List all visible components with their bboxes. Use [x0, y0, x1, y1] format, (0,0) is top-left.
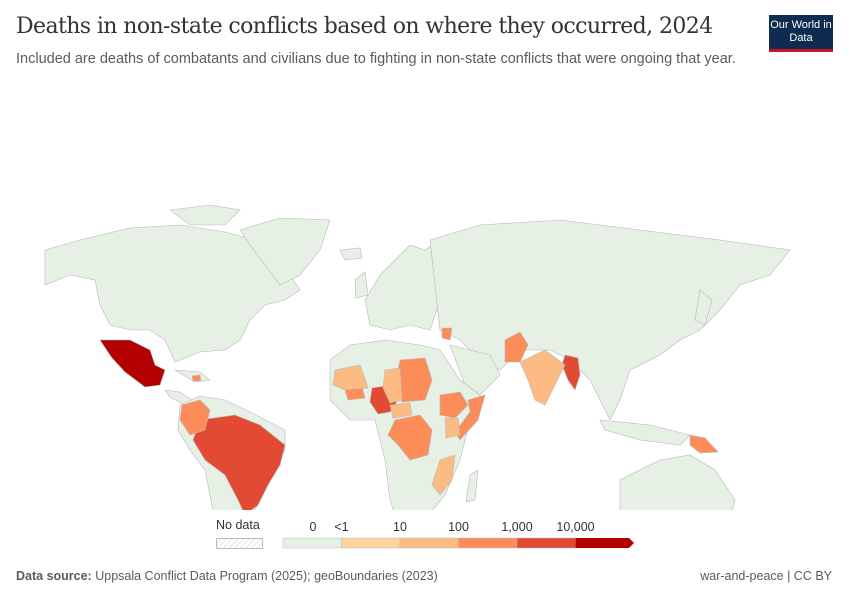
country-somalia[interactable] — [454, 394, 486, 441]
arctic-islands — [169, 204, 241, 226]
iceland — [339, 247, 363, 261]
north-america — [44, 224, 301, 363]
southeast-asia-islands — [599, 419, 691, 446]
legend-no-data: No data — [216, 518, 264, 550]
country-mali[interactable] — [332, 364, 369, 391]
madagascar — [465, 469, 479, 503]
legend-label-0: 0 — [310, 520, 317, 534]
license-text: war-and-peace | CC BY — [700, 569, 832, 583]
country-dr-congo[interactable] — [387, 414, 433, 461]
legend-label-1: <1 — [334, 520, 348, 534]
australia — [619, 454, 736, 510]
country-pakistan[interactable] — [504, 331, 529, 363]
legend-label-3: 100 — [448, 520, 469, 534]
legend-swatch-5 — [575, 538, 634, 548]
legend-swatch-3 — [458, 537, 518, 549]
japan — [694, 289, 713, 326]
country-mexico[interactable] — [99, 339, 166, 388]
page-title: Deaths in non-state conflicts based on w… — [16, 14, 713, 39]
country-chad[interactable] — [382, 367, 403, 404]
country-mozambique[interactable] — [431, 454, 456, 496]
country-brazil[interactable] — [192, 414, 286, 510]
legend-swatch-4 — [516, 537, 576, 549]
country-central-african-republic[interactable] — [389, 402, 413, 419]
world-map[interactable] — [0, 100, 850, 510]
greenland — [239, 217, 331, 286]
legend-no-data-label: No data — [216, 518, 260, 532]
data-source: Data source: Uppsala Conflict Data Progr… — [16, 569, 438, 583]
legend-label-5: 10,000 — [556, 520, 594, 534]
page-subtitle: Included are deaths of combatants and ci… — [16, 51, 736, 67]
country-kenya[interactable] — [444, 417, 461, 439]
arabia — [449, 344, 501, 396]
country-india[interactable] — [519, 349, 566, 406]
data-source-label: Data source: — [16, 569, 92, 583]
legend-swatch-0 — [282, 537, 342, 549]
legend-label-2: 10 — [393, 520, 407, 534]
data-source-text: Uppsala Conflict Data Program (2025); ge… — [95, 569, 438, 583]
country-haiti[interactable] — [191, 374, 202, 382]
country-myanmar[interactable] — [561, 354, 581, 391]
country-papua-new-guinea[interactable] — [689, 434, 719, 454]
country-colombia[interactable] — [179, 399, 211, 436]
owid-logo[interactable]: Our World in Data — [769, 15, 833, 52]
country-syria[interactable] — [441, 327, 453, 341]
legend-swatch-2 — [399, 537, 459, 549]
legend-label-4: 1,000 — [501, 520, 532, 534]
legend-color-scale: 0 <1 10 100 1,000 10,000 — [282, 520, 634, 549]
uk — [354, 271, 369, 299]
legend-swatch-1 — [341, 537, 401, 549]
country-ethiopia[interactable] — [439, 391, 469, 419]
legend-no-data-swatch — [216, 538, 263, 549]
